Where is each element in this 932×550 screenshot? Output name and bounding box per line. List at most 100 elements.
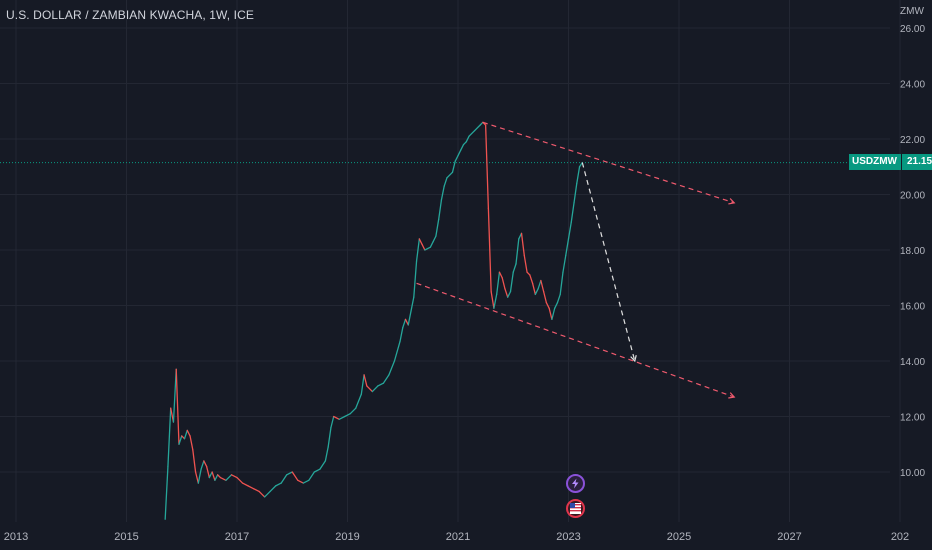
price-segment [457,149,462,157]
upper-trend-line-arrowhead [728,198,736,205]
price-segment [214,474,219,481]
price-segment [377,382,385,387]
projection-arrow [581,162,636,362]
price-segment [465,135,470,143]
price-segment [280,474,288,484]
x-tick-label: 2017 [225,531,249,543]
x-tick-label: 2015 [114,531,138,543]
price-segment [308,471,316,481]
price-segment [349,407,357,415]
price-segment [548,307,553,321]
price-segment [523,254,528,273]
price-segment [537,279,542,290]
price-segment [252,487,260,493]
price-segment [529,274,534,284]
price-segment [556,293,561,304]
price-segment [421,243,426,251]
price-segment [393,340,401,362]
price-segment [236,476,244,484]
price-segment [462,141,467,146]
currency-unit-label: ZMW [900,6,924,17]
y-tick-label: 20.00 [900,191,925,202]
price-segment [402,318,407,329]
price-segment [313,468,321,473]
y-tick-label: 24.00 [900,80,925,91]
price-segment [363,374,368,387]
price-segment [241,482,249,487]
price-segment [205,465,211,479]
price-segment [172,368,177,423]
x-tick-label: 2021 [446,531,470,543]
price-segment [360,374,365,395]
price-segment [324,446,329,462]
price-segment [407,310,412,326]
price-segment [200,460,205,470]
price-segment [515,238,520,265]
price-segment [230,474,238,479]
price-segment [531,282,536,296]
price-segment [178,435,183,445]
x-tick-label: 202 [891,531,909,543]
price-segment [432,235,437,243]
price-segment [542,290,548,304]
y-tick-label: 12.00 [900,413,925,424]
price-segment [197,468,202,484]
price-segment [498,271,503,279]
price-segment [435,218,440,237]
y-tick-label: 10.00 [900,468,925,479]
price-segment [468,130,476,137]
price-segment [512,263,517,273]
price-segment [194,471,199,484]
price-segment [504,288,509,298]
price-segment [493,293,498,309]
price-segment [203,460,208,468]
price-segment [460,143,465,151]
x-tick-label: 2019 [335,531,359,543]
price-segment [211,471,216,481]
price-segment [225,474,233,481]
price-segment [388,360,396,376]
price-segment [443,177,448,187]
us-flag-icon[interactable] [566,499,585,518]
price-segment [570,202,575,223]
price-segment [208,471,213,479]
price-segment [291,471,299,481]
price-segment [451,160,456,173]
x-tick-label: 2013 [4,531,28,543]
price-segment [454,154,459,162]
price-segment [479,121,484,126]
price-segment [484,124,490,210]
price-segment [565,238,570,257]
price-segment [520,232,525,257]
price-segment [438,199,443,221]
price-tag-symbol: USDZMW [849,154,901,170]
price-segment [446,171,454,179]
price-segment [573,182,578,204]
price-segment [344,413,351,418]
x-tick-label: 2023 [556,531,580,543]
price-segment [192,449,197,473]
price-segment [258,490,266,498]
price-segment [371,385,379,393]
price-segment [559,271,564,296]
price-segment [338,415,346,420]
price-segment [247,485,255,490]
price-segment [534,288,539,296]
y-tick-label: 16.00 [900,302,925,313]
price-segment [382,374,390,384]
price-segment [186,429,191,437]
price-segment [175,368,180,445]
price-segment [551,307,556,321]
lightning-icon[interactable] [566,474,585,493]
price-segment [473,124,481,132]
price-segment [496,271,501,296]
chart-title: U.S. DOLLAR / ZAMBIAN KWACHA, 1W, ICE [6,8,254,22]
price-segment [302,479,310,484]
price-segment [263,490,271,498]
price-segment [167,407,172,468]
price-segment [219,476,227,481]
price-segment [424,246,432,251]
price-segment [366,385,374,393]
